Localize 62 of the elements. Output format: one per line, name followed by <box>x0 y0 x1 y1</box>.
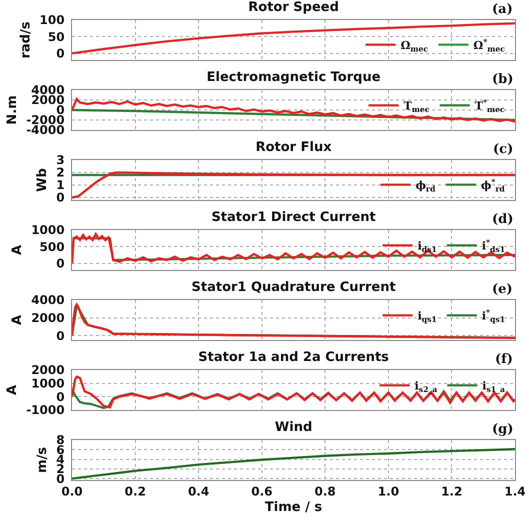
legend-label: i$_{s2_a}$ <box>414 380 438 394</box>
y-tick-label: 2000 <box>31 363 65 378</box>
text: (a) <box>492 2 513 17</box>
y-tick-label: 0 <box>56 472 65 486</box>
x-tick-label: 1.4 <box>504 484 526 498</box>
text: (e) <box>492 282 513 297</box>
y-axis-title: A <box>10 314 26 326</box>
x-tick-label: 0.6 <box>251 484 272 498</box>
x-tick-label: 1.0 <box>378 484 400 498</box>
y-tick-label: 2000 <box>31 310 65 325</box>
line-series <box>72 22 515 54</box>
text: (f) <box>495 352 513 367</box>
x-tick-label: 0.4 <box>188 484 210 498</box>
y-tick-label: 0 <box>56 256 65 271</box>
y-tick-label: 100 <box>40 13 65 28</box>
y-tick-label: 1 <box>56 178 65 192</box>
y-tick-label: 4000 <box>31 293 65 308</box>
text: (b) <box>492 72 514 87</box>
legend-label: i$_{s1_a}$ <box>482 380 505 394</box>
line-series <box>72 108 515 122</box>
x-axis-title: Time / s <box>264 500 322 515</box>
chart-title: Wind <box>274 420 312 436</box>
y-tick-label: 0 <box>56 328 65 343</box>
legend-label: i$_{ds1}$ <box>418 240 437 254</box>
chart-title: Electromagnetic Torque <box>206 70 381 86</box>
y-axis-title: A <box>10 244 26 256</box>
y-tick-label: -1000 <box>26 403 65 418</box>
chart-title: Rotor Speed <box>248 0 339 16</box>
text: (c) <box>493 142 514 157</box>
y-axis-title: N.m <box>5 95 20 125</box>
legend-label: i$_{qs1}$ <box>418 310 437 324</box>
y-axis-title: Wb <box>35 168 50 192</box>
y-axis-title: m/s <box>35 446 50 474</box>
legend-label: T$_{mec}$ <box>404 100 430 114</box>
text: (d) <box>492 212 514 227</box>
y-tick-label: 50 <box>48 30 65 44</box>
chart-title: Stator 1a and 2a Currents <box>198 350 390 366</box>
y-tick-label: 1000 <box>31 376 65 391</box>
y-tick-label: 500 <box>40 240 65 254</box>
x-tick-label: 0.0 <box>61 484 83 498</box>
line-series <box>72 376 515 408</box>
x-tick-label: 0.2 <box>124 484 146 498</box>
y-tick-label: 0 <box>56 190 65 205</box>
y-tick-label: 2 <box>56 166 65 180</box>
line-series <box>72 171 515 199</box>
y-tick-label: 0 <box>56 390 65 404</box>
chart-title: Stator1 Quadrature Current <box>192 280 396 296</box>
y-tick-label: 1000 <box>31 223 65 238</box>
x-tick-label: 1.2 <box>441 484 462 498</box>
line-series <box>72 448 515 480</box>
x-tick-label: 0.8 <box>314 484 336 498</box>
line-series <box>72 98 515 123</box>
y-tick-label: 0 <box>56 46 65 61</box>
y-tick-label: -4000 <box>26 123 65 138</box>
text: (g) <box>492 422 514 437</box>
chart-title: Stator1 Direct Current <box>211 210 376 226</box>
y-tick-label: 3 <box>56 153 65 168</box>
legend-label: Ω$_{mec}$ <box>400 38 428 54</box>
chart-title: Rotor Flux <box>256 140 332 156</box>
y-axis-title: rad/s <box>18 21 34 58</box>
legend-label: ϕ$_{rd}$ <box>416 178 436 194</box>
y-axis-title: A <box>5 384 20 396</box>
